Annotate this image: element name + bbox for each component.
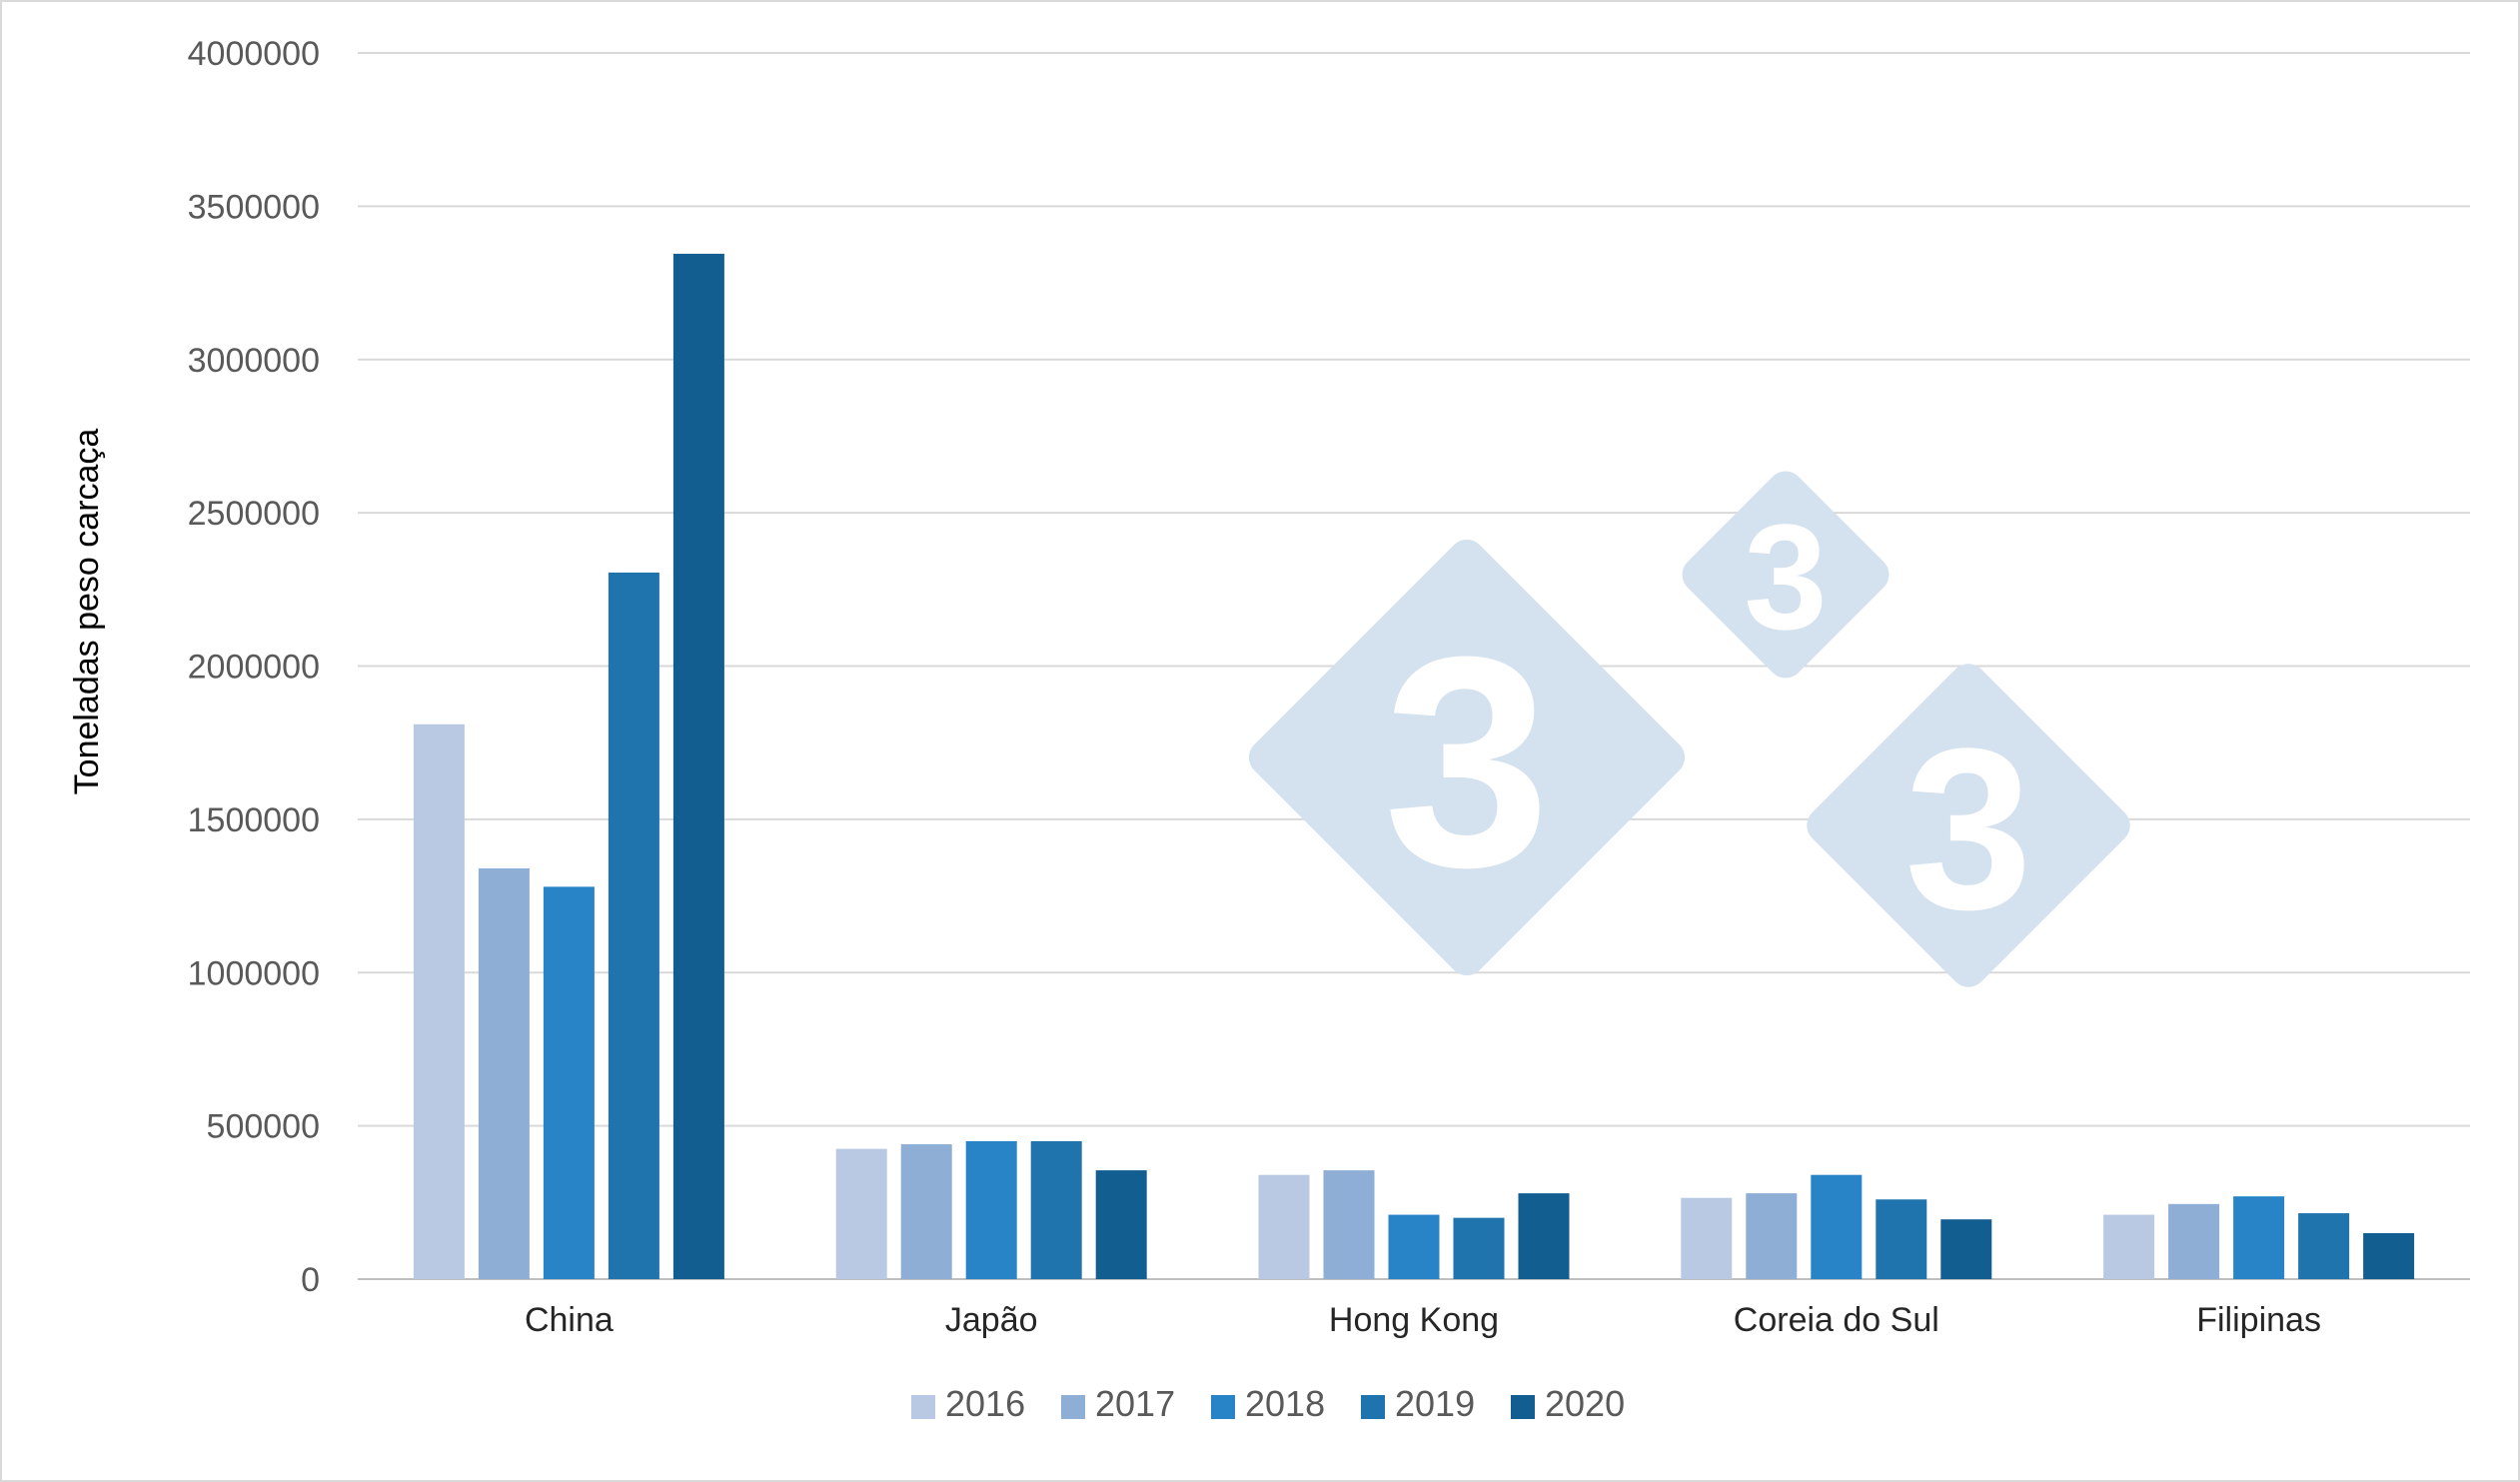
bar-2019 <box>2298 1213 2350 1279</box>
y-tick-label: 500000 <box>207 1108 320 1146</box>
y-tick-label: 3500000 <box>188 188 320 226</box>
bar-2020 <box>1095 1170 1147 1279</box>
bar-2017 <box>900 1144 952 1279</box>
y-tick-label: 2000000 <box>188 649 320 687</box>
bar-2018 <box>2233 1196 2285 1279</box>
y-tick-label: 3000000 <box>188 342 320 380</box>
legend-swatch <box>911 1395 935 1419</box>
legend-swatch <box>1511 1395 1535 1419</box>
bar-2016 <box>2103 1214 2155 1279</box>
legend-swatch <box>1211 1395 1235 1419</box>
legend: 2016 2017 2018 2019 2020 <box>911 1383 1625 1424</box>
bars <box>413 253 2415 1279</box>
x-category-label: Coreia do Sul <box>1734 1301 1939 1339</box>
legend-label: 2017 <box>1095 1383 1175 1424</box>
y-tick-label: 2500000 <box>188 495 320 533</box>
watermark-diamond <box>1807 664 2130 987</box>
watermark-logo: 333 <box>1248 471 2130 987</box>
y-tick-label: 1500000 <box>188 801 320 839</box>
bar-2019 <box>1876 1199 1927 1279</box>
watermark-diamond <box>1248 539 1686 976</box>
bar-2016 <box>1681 1197 1733 1279</box>
bar-2020 <box>1518 1193 1570 1279</box>
y-tick-label: 1000000 <box>188 954 320 992</box>
bar-2016 <box>1258 1174 1310 1279</box>
bar-2020 <box>1940 1219 1992 1279</box>
legend-label: 2016 <box>945 1383 1025 1424</box>
legend-swatch <box>1061 1395 1085 1419</box>
y-axis-title: Toneladas peso carcaça <box>68 429 106 795</box>
legend-label: 2019 <box>1395 1383 1475 1424</box>
bar-2018 <box>1388 1214 1440 1279</box>
bar-2018 <box>1811 1174 1863 1279</box>
bar-2018 <box>543 886 595 1279</box>
bar-2020 <box>2363 1232 2415 1279</box>
x-category-label: Hong Kong <box>1329 1301 1499 1339</box>
y-tick-label: 4000000 <box>188 35 320 73</box>
x-axis-labels: China Japão Hong Kong Coreia do Sul Filipina… <box>525 1301 2321 1339</box>
watermark-digit: 3 <box>1384 594 1551 929</box>
x-category-label: Japão <box>945 1301 1038 1339</box>
watermark-diamond <box>1682 471 1890 679</box>
bar-2019 <box>1030 1140 1082 1279</box>
bar-2016 <box>413 724 465 1279</box>
y-tick-label: 0 <box>301 1261 320 1299</box>
legend-label: 2018 <box>1245 1383 1325 1424</box>
bar-2019 <box>1453 1217 1505 1279</box>
bar-2017 <box>1746 1193 1798 1279</box>
legend-label: 2020 <box>1545 1383 1625 1424</box>
x-category-label: Filipinas <box>2196 1301 2321 1339</box>
bar-2019 <box>608 572 659 1279</box>
legend-swatch <box>1361 1395 1385 1419</box>
bar-2017 <box>478 867 530 1279</box>
y-axis-ticks: 0 500000 1000000 1500000 2000000 2500000 30000… <box>188 35 320 1299</box>
bar-2016 <box>835 1148 887 1279</box>
x-category-label: China <box>525 1301 614 1339</box>
watermark-digit: 3 <box>1904 701 2032 957</box>
bar-2018 <box>965 1140 1017 1279</box>
bar-2017 <box>2168 1203 2220 1279</box>
watermark-digit: 3 <box>1744 493 1827 661</box>
bar-2020 <box>672 253 724 1279</box>
bar-2017 <box>1323 1170 1375 1279</box>
